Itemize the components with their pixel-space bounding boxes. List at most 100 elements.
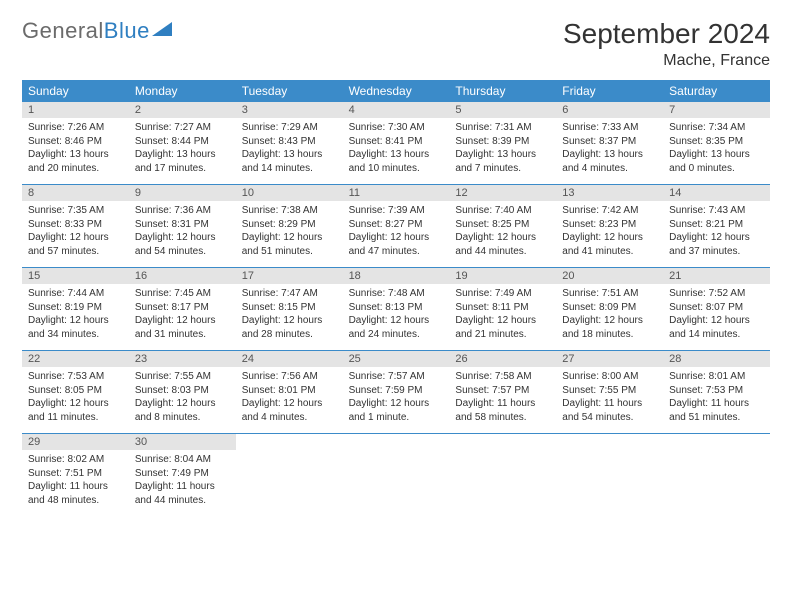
daylight-line: Daylight: 11 hours and 51 minutes. — [669, 397, 764, 424]
sunset-line: Sunset: 8:03 PM — [135, 384, 230, 398]
sunrise-line: Sunrise: 7:35 AM — [28, 204, 123, 218]
day-cell: 3Sunrise: 7:29 AMSunset: 8:43 PMDaylight… — [236, 102, 343, 184]
day-body: Sunrise: 8:00 AMSunset: 7:55 PMDaylight:… — [556, 367, 663, 430]
day-number: 23 — [129, 351, 236, 367]
day-cell: 4Sunrise: 7:30 AMSunset: 8:41 PMDaylight… — [343, 102, 450, 184]
day-number: 14 — [663, 185, 770, 201]
sunrise-line: Sunrise: 7:36 AM — [135, 204, 230, 218]
week-row: 8Sunrise: 7:35 AMSunset: 8:33 PMDaylight… — [22, 185, 770, 268]
sunrise-line: Sunrise: 7:47 AM — [242, 287, 337, 301]
day-body: Sunrise: 7:52 AMSunset: 8:07 PMDaylight:… — [663, 284, 770, 347]
sunset-line: Sunset: 7:57 PM — [455, 384, 550, 398]
day-cell: 12Sunrise: 7:40 AMSunset: 8:25 PMDayligh… — [449, 185, 556, 267]
sunset-line: Sunset: 8:46 PM — [28, 135, 123, 149]
sunset-line: Sunset: 7:53 PM — [669, 384, 764, 398]
day-body: Sunrise: 7:31 AMSunset: 8:39 PMDaylight:… — [449, 118, 556, 181]
day-number: 5 — [449, 102, 556, 118]
day-cell: 15Sunrise: 7:44 AMSunset: 8:19 PMDayligh… — [22, 268, 129, 350]
sunset-line: Sunset: 8:27 PM — [349, 218, 444, 232]
day-body: Sunrise: 7:43 AMSunset: 8:21 PMDaylight:… — [663, 201, 770, 264]
sunrise-line: Sunrise: 7:31 AM — [455, 121, 550, 135]
day-cell: 29Sunrise: 8:02 AMSunset: 7:51 PMDayligh… — [22, 434, 129, 516]
day-body: Sunrise: 7:48 AMSunset: 8:13 PMDaylight:… — [343, 284, 450, 347]
sunrise-line: Sunrise: 8:02 AM — [28, 453, 123, 467]
day-cell — [343, 434, 450, 516]
sunrise-line: Sunrise: 7:26 AM — [28, 121, 123, 135]
day-body: Sunrise: 7:44 AMSunset: 8:19 PMDaylight:… — [22, 284, 129, 347]
week-row: 15Sunrise: 7:44 AMSunset: 8:19 PMDayligh… — [22, 268, 770, 351]
sunrise-line: Sunrise: 7:57 AM — [349, 370, 444, 384]
sunset-line: Sunset: 8:33 PM — [28, 218, 123, 232]
daylight-line: Daylight: 11 hours and 48 minutes. — [28, 480, 123, 507]
sunset-line: Sunset: 7:49 PM — [135, 467, 230, 481]
calendar-grid: SundayMondayTuesdayWednesdayThursdayFrid… — [22, 80, 770, 516]
daylight-line: Daylight: 11 hours and 54 minutes. — [562, 397, 657, 424]
sunrise-line: Sunrise: 7:51 AM — [562, 287, 657, 301]
day-cell: 10Sunrise: 7:38 AMSunset: 8:29 PMDayligh… — [236, 185, 343, 267]
daylight-line: Daylight: 12 hours and 4 minutes. — [242, 397, 337, 424]
day-number: 29 — [22, 434, 129, 450]
day-number: 26 — [449, 351, 556, 367]
brand-logo: GeneralBlue — [22, 18, 174, 44]
day-number: 30 — [129, 434, 236, 450]
day-number: 27 — [556, 351, 663, 367]
day-cell: 7Sunrise: 7:34 AMSunset: 8:35 PMDaylight… — [663, 102, 770, 184]
day-body: Sunrise: 8:02 AMSunset: 7:51 PMDaylight:… — [22, 450, 129, 513]
sunrise-line: Sunrise: 7:58 AM — [455, 370, 550, 384]
day-body: Sunrise: 7:47 AMSunset: 8:15 PMDaylight:… — [236, 284, 343, 347]
day-number: 13 — [556, 185, 663, 201]
day-cell — [663, 434, 770, 516]
day-body: Sunrise: 8:01 AMSunset: 7:53 PMDaylight:… — [663, 367, 770, 430]
day-number: 7 — [663, 102, 770, 118]
sunset-line: Sunset: 8:21 PM — [669, 218, 764, 232]
daylight-line: Daylight: 12 hours and 28 minutes. — [242, 314, 337, 341]
day-body: Sunrise: 7:53 AMSunset: 8:05 PMDaylight:… — [22, 367, 129, 430]
daylight-line: Daylight: 12 hours and 34 minutes. — [28, 314, 123, 341]
day-number: 18 — [343, 268, 450, 284]
daylight-line: Daylight: 12 hours and 54 minutes. — [135, 231, 230, 258]
daylight-line: Daylight: 11 hours and 44 minutes. — [135, 480, 230, 507]
day-header: Sunday — [22, 80, 129, 102]
sunrise-line: Sunrise: 7:43 AM — [669, 204, 764, 218]
day-header: Saturday — [663, 80, 770, 102]
day-number: 16 — [129, 268, 236, 284]
day-cell: 16Sunrise: 7:45 AMSunset: 8:17 PMDayligh… — [129, 268, 236, 350]
day-cell: 20Sunrise: 7:51 AMSunset: 8:09 PMDayligh… — [556, 268, 663, 350]
daylight-line: Daylight: 13 hours and 20 minutes. — [28, 148, 123, 175]
day-body: Sunrise: 7:26 AMSunset: 8:46 PMDaylight:… — [22, 118, 129, 181]
sunrise-line: Sunrise: 7:39 AM — [349, 204, 444, 218]
sunrise-line: Sunrise: 7:42 AM — [562, 204, 657, 218]
sunset-line: Sunset: 8:05 PM — [28, 384, 123, 398]
sunrise-line: Sunrise: 7:40 AM — [455, 204, 550, 218]
sunset-line: Sunset: 8:15 PM — [242, 301, 337, 315]
day-header: Thursday — [449, 80, 556, 102]
brand-part2: Blue — [104, 18, 150, 44]
day-body: Sunrise: 7:36 AMSunset: 8:31 PMDaylight:… — [129, 201, 236, 264]
sunrise-line: Sunrise: 7:56 AM — [242, 370, 337, 384]
day-body: Sunrise: 8:04 AMSunset: 7:49 PMDaylight:… — [129, 450, 236, 513]
day-cell: 9Sunrise: 7:36 AMSunset: 8:31 PMDaylight… — [129, 185, 236, 267]
day-cell: 8Sunrise: 7:35 AMSunset: 8:33 PMDaylight… — [22, 185, 129, 267]
day-header: Tuesday — [236, 80, 343, 102]
daylight-line: Daylight: 12 hours and 44 minutes. — [455, 231, 550, 258]
day-number: 19 — [449, 268, 556, 284]
sunrise-line: Sunrise: 7:44 AM — [28, 287, 123, 301]
day-cell: 27Sunrise: 8:00 AMSunset: 7:55 PMDayligh… — [556, 351, 663, 433]
logo-triangle-icon — [152, 22, 174, 38]
daylight-line: Daylight: 12 hours and 51 minutes. — [242, 231, 337, 258]
sunset-line: Sunset: 8:09 PM — [562, 301, 657, 315]
day-cell — [236, 434, 343, 516]
day-number: 4 — [343, 102, 450, 118]
daylight-line: Daylight: 12 hours and 1 minute. — [349, 397, 444, 424]
daylight-line: Daylight: 11 hours and 58 minutes. — [455, 397, 550, 424]
day-header: Monday — [129, 80, 236, 102]
daylight-line: Daylight: 12 hours and 14 minutes. — [669, 314, 764, 341]
day-body: Sunrise: 7:34 AMSunset: 8:35 PMDaylight:… — [663, 118, 770, 181]
sunset-line: Sunset: 8:17 PM — [135, 301, 230, 315]
daylight-line: Daylight: 12 hours and 37 minutes. — [669, 231, 764, 258]
day-cell: 14Sunrise: 7:43 AMSunset: 8:21 PMDayligh… — [663, 185, 770, 267]
day-cell: 21Sunrise: 7:52 AMSunset: 8:07 PMDayligh… — [663, 268, 770, 350]
sunrise-line: Sunrise: 7:30 AM — [349, 121, 444, 135]
sunset-line: Sunset: 8:13 PM — [349, 301, 444, 315]
day-number: 15 — [22, 268, 129, 284]
